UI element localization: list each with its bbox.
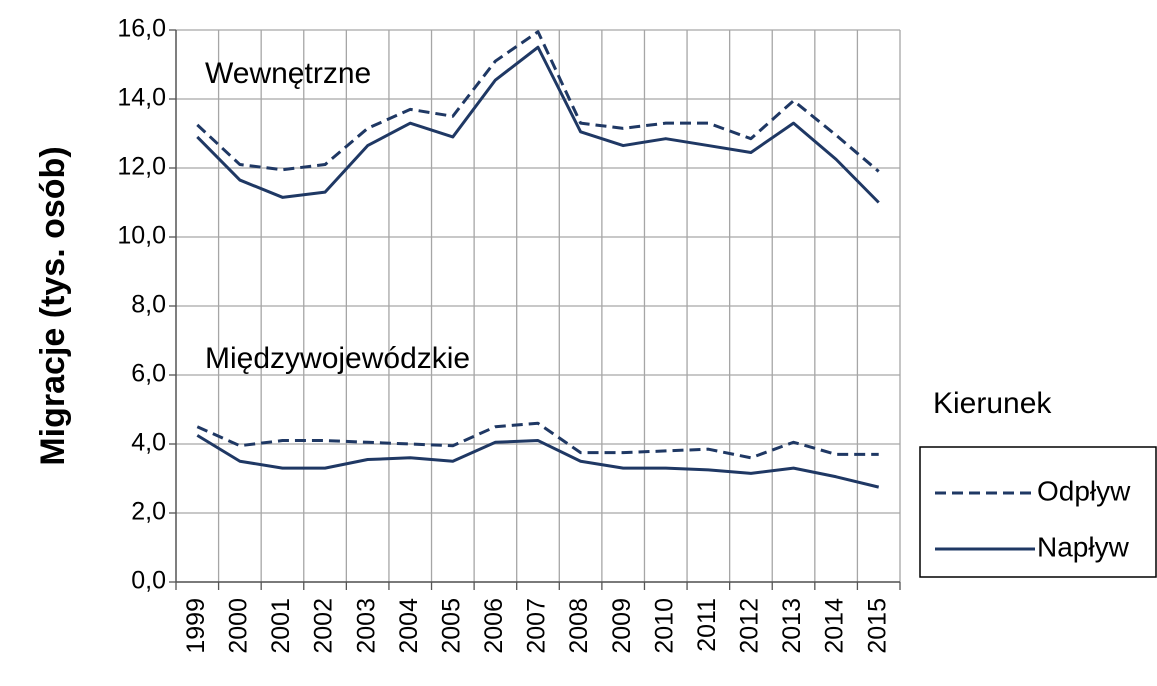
x-tick-label: 2004 (395, 598, 423, 654)
legend-label: Odpływ (1037, 475, 1131, 506)
y-tick-label: 8,0 (131, 291, 166, 319)
y-tick-label: 14,0 (117, 84, 166, 112)
x-tick-label: 2011 (693, 598, 721, 652)
x-tick-label: 2013 (778, 598, 806, 654)
x-tick-label: 2009 (608, 598, 636, 654)
x-tick-label: 2003 (352, 598, 380, 654)
group-label: Wewnętrzne (205, 57, 371, 90)
y-tick-label: 16,0 (117, 15, 166, 43)
x-tick-label: 2006 (480, 598, 508, 654)
x-tick-label: 2012 (736, 598, 764, 654)
legend-title: Kierunek (933, 387, 1052, 420)
y-tick-label: 10,0 (117, 222, 166, 250)
x-tick-label: 2010 (650, 598, 678, 654)
x-tick-label: 2001 (267, 598, 295, 654)
x-tick-label: 2014 (821, 598, 849, 654)
x-tick-label: 2000 (224, 598, 252, 654)
series-line (196, 30, 880, 173)
group-label: Międzywojewódzkie (205, 342, 470, 375)
x-tick-label: 2015 (863, 598, 891, 654)
x-tick-label: 2007 (523, 598, 551, 654)
y-tick-label: 6,0 (131, 360, 166, 388)
legend-box (919, 446, 1157, 578)
series-line (196, 45, 880, 204)
y-tick-label: 4,0 (131, 429, 166, 457)
x-tick-label: 1999 (182, 598, 210, 654)
y-tick-label: 2,0 (131, 498, 166, 526)
series-line (196, 434, 880, 489)
x-tick-label: 2002 (310, 598, 338, 654)
x-tick-label: 2005 (437, 598, 465, 654)
x-tick-label: 2008 (565, 598, 593, 654)
y-tick-label: 0,0 (131, 567, 166, 595)
y-tick-label: 12,0 (117, 153, 166, 181)
series-line (196, 421, 879, 460)
legend-label: Napływ (1037, 531, 1130, 562)
y-axis-title: Migracje (tys. osób) (34, 146, 72, 465)
